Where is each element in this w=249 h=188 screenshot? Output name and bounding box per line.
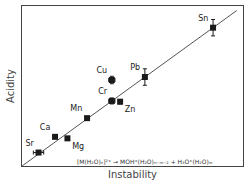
svg-text:Zn: Zn (125, 105, 136, 114)
svg-text:[M(H₂O)ₙ]²⁺ → MOH⁺(H₂O)ₙ₋ₘ₋₂ +: [M(H₂O)ₙ]²⁺ → MOH⁺(H₂O)ₙ₋ₘ₋₂ + H₃O⁺(H₂O)… (77, 158, 213, 165)
svg-text:Sr: Sr (25, 139, 34, 148)
svg-text:Instability: Instability (108, 169, 157, 180)
svg-text:Sn: Sn (198, 14, 208, 23)
svg-text:Pb: Pb (130, 63, 140, 72)
svg-text:Ca: Ca (40, 123, 51, 132)
svg-text:Mg: Mg (72, 142, 84, 151)
svg-text:Cu: Cu (96, 66, 107, 75)
svg-text:Mn: Mn (70, 104, 82, 113)
svg-text:Cr: Cr (98, 87, 108, 96)
svg-text:Acidity: Acidity (5, 69, 16, 103)
